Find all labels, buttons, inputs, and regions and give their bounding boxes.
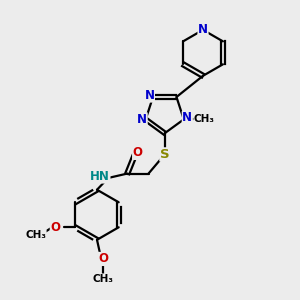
Text: N: N xyxy=(137,113,147,126)
Text: CH₃: CH₃ xyxy=(92,274,113,284)
Text: O: O xyxy=(50,221,60,234)
Text: N: N xyxy=(198,23,208,36)
Text: S: S xyxy=(160,148,169,161)
Text: CH₃: CH₃ xyxy=(25,230,46,240)
Text: CH₃: CH₃ xyxy=(194,114,215,124)
Text: HN: HN xyxy=(90,170,110,183)
Text: N: N xyxy=(182,111,192,124)
Text: N: N xyxy=(144,89,154,102)
Text: O: O xyxy=(133,146,142,159)
Text: O: O xyxy=(98,252,108,266)
